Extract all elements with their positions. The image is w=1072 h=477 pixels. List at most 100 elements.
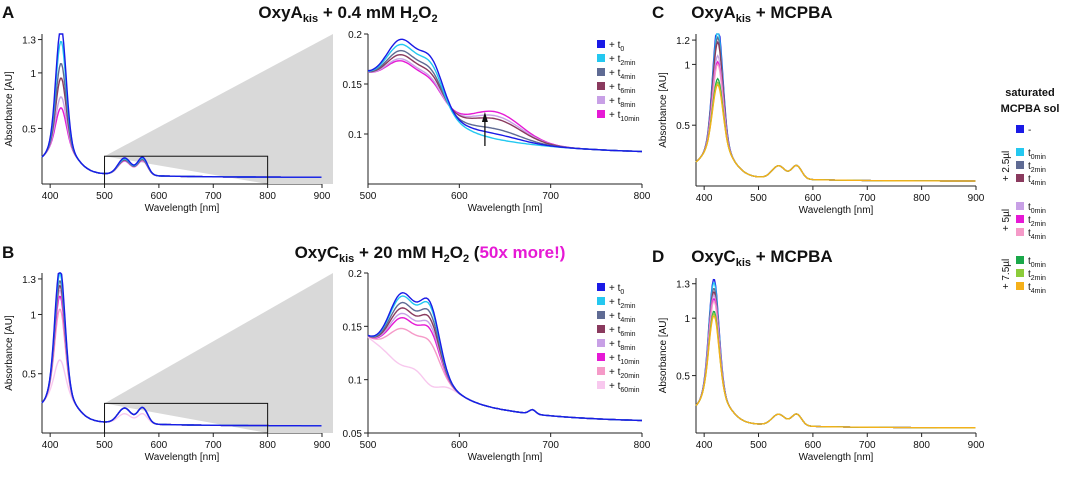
chart-b-full-y-axis-label: Absorbance [AU] (4, 315, 15, 391)
title-panel-c: OxyAkis + MCPBA (691, 3, 832, 25)
panel-label-a: A (2, 3, 14, 22)
legend-mcpba-swatch (1016, 174, 1024, 182)
chart-d-y-axis-label: Absorbance [AU] (658, 317, 669, 393)
legend-b-swatch (597, 297, 605, 305)
legend-mcpba-entry: t4min (1028, 228, 1046, 241)
chart-d-y-tick-label: 1 (684, 314, 690, 325)
legend-b-swatch (597, 311, 605, 319)
chart-a-full-x-tick-label: 700 (205, 191, 222, 202)
chart-b-full-y-tick-label: 0.5 (22, 370, 36, 381)
chart-b-zoom-box (104, 402, 269, 434)
chart-c-x-tick-label: 800 (913, 193, 930, 204)
chart-b-full-x-tick-label: 900 (314, 440, 331, 451)
chart-a-full-x-tick-label: 500 (96, 191, 113, 202)
legend-mcpba-header-2: MCPBA sol (1001, 103, 1060, 115)
chart-b-zoom-y-tick-label: 0.05 (343, 429, 363, 440)
chart-d-x-tick-label: 400 (696, 440, 713, 451)
legend-a-swatch (597, 110, 605, 118)
chart-c-x-tick-label: 600 (805, 193, 822, 204)
legend-a-swatch (597, 96, 605, 104)
chart-a-full-y-axis-label: Absorbance [AU] (4, 71, 15, 147)
chart-b-full-y-tick-label: 1 (30, 310, 36, 321)
chart-a-zoom-box (104, 155, 269, 185)
legend-b-entry: + t8min (609, 339, 636, 352)
chart-b-zoom-series-t0 (367, 291, 643, 422)
chart-b-full-y-tick-label: 1.3 (22, 275, 36, 286)
chart-d: 400 500 600 700 800 900 0.5 1 1.3 Wavelength [nm]… (658, 278, 985, 463)
chart-c: 400 500 600 700 800 900 0.5 1 1.2 Wavelength [nm]… (658, 33, 985, 216)
chart-b-zoom-series-t60min (367, 336, 643, 422)
legend-a: + t0+ t2min+ t4min+ t6min+ t8min+ t10min (597, 40, 640, 123)
chart-a-zoom-series-t0 (367, 38, 643, 153)
chart-b-full: 400 500 600 700 800 900 0.5 1 1.3 Wavelength [nm]… (4, 272, 334, 463)
panel-label-c: C (652, 3, 664, 22)
chart-c-y-tick-label: 1.2 (676, 36, 690, 47)
chart-a-full-y-tick-label: 1.3 (22, 36, 36, 47)
chart-a-zoom-y-tick-label: 0.15 (343, 80, 363, 91)
legend-b-swatch (597, 367, 605, 375)
legend-mcpba-blank-label: - (1028, 125, 1031, 136)
legend-mcpba-entry: t0min (1028, 256, 1046, 269)
legend-mcpba-swatch (1016, 148, 1024, 156)
chart-c-series (695, 35, 976, 182)
legend-a-swatch (597, 54, 605, 62)
chart-c-x-tick-label: 900 (968, 193, 985, 204)
legend-b-swatch (597, 339, 605, 347)
chart-a-full-y-tick-label: 0.5 (22, 124, 36, 135)
chart-b-full-x-axis-label: Wavelength [nm] (145, 452, 220, 463)
chart-b-zoom-series-t6min (367, 307, 643, 422)
legend-b-entry: + t20min (609, 367, 640, 380)
chart-b-zoom-y-tick-label: 0.2 (348, 269, 362, 280)
chart-d-series (695, 291, 976, 429)
legend-b-swatch (597, 353, 605, 361)
chart-b-full-x-tick-label: 700 (205, 440, 222, 451)
legend-mcpba-entry: t2min (1028, 269, 1046, 282)
chart-d-series (695, 294, 976, 429)
chart-b-zoom: 500 600 700 800 0.05 0.1 0.15 0.2 Wavelength [nm… (343, 269, 651, 463)
legend-a-entry: + t6min (609, 82, 636, 95)
panel-label-b: B (2, 243, 14, 262)
chart-c-series (695, 60, 976, 182)
chart-d-series (695, 278, 976, 429)
legend-mcpba-group-label: + 2.5µl (1001, 151, 1012, 182)
chart-a-zoom-x-axis-label: Wavelength [nm] (468, 203, 543, 214)
chart-a-full-x-axis-label: Wavelength [nm] (145, 203, 220, 214)
title-panel-a: OxyAkis + 0.4 mM H2O2 (258, 3, 437, 25)
legend-a-entry: + t10min (609, 110, 640, 123)
legend-mcpba-entry: t0min (1028, 148, 1046, 161)
chart-c-x-tick-label: 400 (696, 193, 713, 204)
legend-a-entry: + t0 (609, 40, 624, 53)
panel-label-d: D (652, 247, 664, 266)
legend-mcpba-swatch (1016, 228, 1024, 236)
title-panel-d: OxyCkis + MCPBA (691, 247, 832, 269)
legend-mcpba-entry: t4min (1028, 282, 1046, 295)
chart-d-series (695, 313, 976, 429)
chart-d-series (695, 310, 976, 429)
legend-a-swatch (597, 68, 605, 76)
legend-mcpba-group-label: + 5µl (1001, 209, 1012, 231)
chart-b-full-x-tick-label: 600 (151, 440, 168, 451)
legend-b-entry: + t2min (609, 297, 636, 310)
legend-mcpba-entry: t2min (1028, 215, 1046, 228)
legend-mcpba-swatch (1016, 161, 1024, 169)
chart-b-full-x-tick-label: 500 (96, 440, 113, 451)
chart-c-x-tick-label: 500 (750, 193, 767, 204)
legend-mcpba-swatch (1016, 202, 1024, 210)
chart-c-y-tick-label: 1 (684, 60, 690, 71)
chart-a-zoom-projection (104, 34, 334, 184)
chart-c-x-axis-label: Wavelength [nm] (799, 205, 874, 216)
chart-a-zoom-arrow-head (481, 112, 488, 122)
chart-d-series (695, 298, 976, 429)
chart-d-y-tick-label: 1.3 (676, 280, 690, 291)
chart-b-zoom-projection (104, 273, 334, 433)
chart-d-x-tick-label: 500 (750, 440, 767, 451)
chart-a-zoom-y-tick-label: 0.2 (348, 30, 362, 41)
legend-mcpba-swatch (1016, 282, 1024, 290)
legend-b: + t0+ t2min+ t4min+ t6min+ t8min+ t10min… (597, 283, 640, 394)
title-panel-b: OxyCkis + 20 mM H2O2 (50x more!) (295, 243, 566, 265)
legend-b-entry: + t10min (609, 353, 640, 366)
legend-mcpba-swatch (1016, 215, 1024, 223)
chart-d-x-tick-label: 900 (968, 440, 985, 451)
chart-b-zoom-y-tick-label: 0.1 (348, 376, 362, 387)
